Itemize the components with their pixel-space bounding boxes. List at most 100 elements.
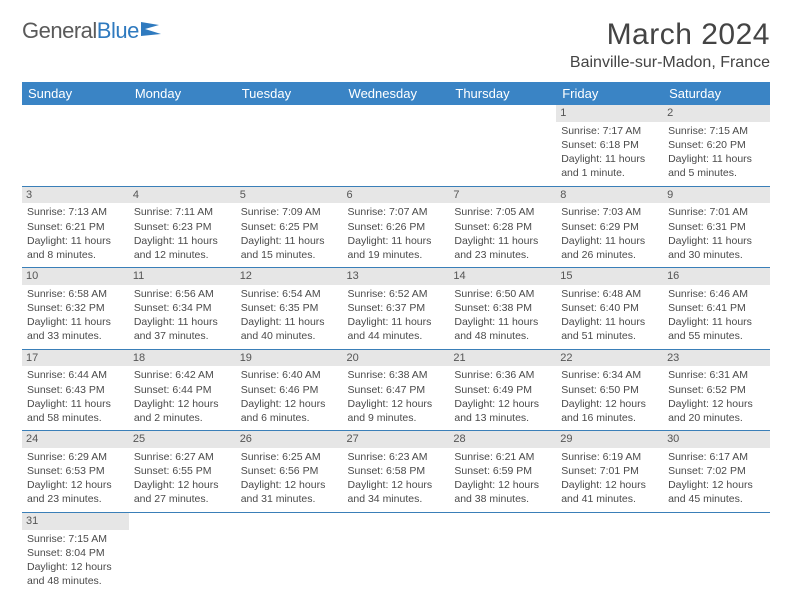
day-number: 5 — [236, 187, 343, 204]
day-number: 9 — [663, 187, 770, 204]
day-info-line: Sunrise: 6:44 AM — [27, 368, 124, 382]
day-info-line: Sunrise: 6:29 AM — [27, 450, 124, 464]
day-info-line: and 38 minutes. — [454, 492, 551, 506]
calendar-cell: 14Sunrise: 6:50 AMSunset: 6:38 PMDayligh… — [449, 268, 556, 350]
calendar-cell: 15Sunrise: 6:48 AMSunset: 6:40 PMDayligh… — [556, 268, 663, 350]
logo-text-1: General — [22, 18, 97, 44]
calendar-cell: 12Sunrise: 6:54 AMSunset: 6:35 PMDayligh… — [236, 268, 343, 350]
calendar-cell: 19Sunrise: 6:40 AMSunset: 6:46 PMDayligh… — [236, 349, 343, 431]
day-info-line: Sunset: 6:20 PM — [668, 138, 765, 152]
day-info-line: Daylight: 11 hours — [348, 315, 445, 329]
day-number: 3 — [22, 187, 129, 204]
day-info-line: and 55 minutes. — [668, 329, 765, 343]
day-info-line: Daylight: 11 hours — [27, 397, 124, 411]
day-info-line: Daylight: 11 hours — [561, 152, 658, 166]
day-info-line: Sunset: 6:37 PM — [348, 301, 445, 315]
day-info-line: and 37 minutes. — [134, 329, 231, 343]
weekday-header: Monday — [129, 82, 236, 105]
calendar-cell: 29Sunrise: 6:19 AMSunset: 7:01 PMDayligh… — [556, 431, 663, 513]
calendar-cell: 20Sunrise: 6:38 AMSunset: 6:47 PMDayligh… — [343, 349, 450, 431]
day-info-line: Sunset: 6:52 PM — [668, 383, 765, 397]
calendar-cell: 31Sunrise: 7:15 AMSunset: 8:04 PMDayligh… — [22, 512, 129, 593]
day-info-line: Daylight: 11 hours — [241, 315, 338, 329]
calendar-cell: 3Sunrise: 7:13 AMSunset: 6:21 PMDaylight… — [22, 186, 129, 268]
day-info-line: Sunset: 6:58 PM — [348, 464, 445, 478]
day-info-line: Sunrise: 7:13 AM — [27, 205, 124, 219]
day-info-line: Sunrise: 7:09 AM — [241, 205, 338, 219]
day-info-line: Sunrise: 6:54 AM — [241, 287, 338, 301]
day-info-line: Sunrise: 7:01 AM — [668, 205, 765, 219]
calendar-cell: 13Sunrise: 6:52 AMSunset: 6:37 PMDayligh… — [343, 268, 450, 350]
day-info-line: Sunrise: 6:40 AM — [241, 368, 338, 382]
day-info-line: Sunrise: 7:05 AM — [454, 205, 551, 219]
day-info-line: and 48 minutes. — [454, 329, 551, 343]
day-info-line: Daylight: 12 hours — [348, 478, 445, 492]
day-number: 23 — [663, 350, 770, 367]
calendar-cell — [343, 105, 450, 186]
day-info-line: Sunrise: 6:58 AM — [27, 287, 124, 301]
day-info-line: Sunset: 7:02 PM — [668, 464, 765, 478]
calendar-week: 17Sunrise: 6:44 AMSunset: 6:43 PMDayligh… — [22, 349, 770, 431]
day-info-line: and 34 minutes. — [348, 492, 445, 506]
day-info-line: Sunrise: 7:11 AM — [134, 205, 231, 219]
day-info-line: and 45 minutes. — [668, 492, 765, 506]
day-info-line: and 8 minutes. — [27, 248, 124, 262]
day-info-line: Sunset: 6:50 PM — [561, 383, 658, 397]
weekday-header: Saturday — [663, 82, 770, 105]
calendar-cell: 9Sunrise: 7:01 AMSunset: 6:31 PMDaylight… — [663, 186, 770, 268]
calendar-cell: 22Sunrise: 6:34 AMSunset: 6:50 PMDayligh… — [556, 349, 663, 431]
day-info-line: Sunrise: 6:36 AM — [454, 368, 551, 382]
day-info-line: and 6 minutes. — [241, 411, 338, 425]
day-info-line: Sunrise: 6:19 AM — [561, 450, 658, 464]
calendar-cell: 4Sunrise: 7:11 AMSunset: 6:23 PMDaylight… — [129, 186, 236, 268]
day-info-line: Sunrise: 6:17 AM — [668, 450, 765, 464]
day-info-line: Sunset: 6:53 PM — [27, 464, 124, 478]
weekday-header: Wednesday — [343, 82, 450, 105]
calendar-cell: 23Sunrise: 6:31 AMSunset: 6:52 PMDayligh… — [663, 349, 770, 431]
calendar-cell — [129, 105, 236, 186]
day-info-line: Sunset: 6:40 PM — [561, 301, 658, 315]
day-number: 17 — [22, 350, 129, 367]
day-info-line: and 31 minutes. — [241, 492, 338, 506]
calendar-cell: 18Sunrise: 6:42 AMSunset: 6:44 PMDayligh… — [129, 349, 236, 431]
day-info-line: Sunrise: 7:15 AM — [668, 124, 765, 138]
day-info-line: Daylight: 12 hours — [454, 397, 551, 411]
day-info-line: and 27 minutes. — [134, 492, 231, 506]
day-info-line: and 23 minutes. — [27, 492, 124, 506]
day-info-line: Sunset: 6:43 PM — [27, 383, 124, 397]
calendar-cell: 8Sunrise: 7:03 AMSunset: 6:29 PMDaylight… — [556, 186, 663, 268]
day-info-line: Sunrise: 6:48 AM — [561, 287, 658, 301]
day-info-line: Daylight: 12 hours — [27, 478, 124, 492]
day-number: 21 — [449, 350, 556, 367]
day-info-line: Sunset: 6:56 PM — [241, 464, 338, 478]
location: Bainville-sur-Madon, France — [570, 54, 770, 72]
day-info-line: Sunset: 7:01 PM — [561, 464, 658, 478]
day-info-line: and 26 minutes. — [561, 248, 658, 262]
day-info-line: Daylight: 12 hours — [134, 397, 231, 411]
day-number: 28 — [449, 431, 556, 448]
calendar-cell: 28Sunrise: 6:21 AMSunset: 6:59 PMDayligh… — [449, 431, 556, 513]
day-info-line: Daylight: 12 hours — [241, 478, 338, 492]
weekday-header: Thursday — [449, 82, 556, 105]
calendar-cell — [129, 512, 236, 593]
day-info-line: and 41 minutes. — [561, 492, 658, 506]
day-number: 29 — [556, 431, 663, 448]
day-info-line: Daylight: 12 hours — [348, 397, 445, 411]
day-info-line: Sunrise: 6:23 AM — [348, 450, 445, 464]
day-info-line: Sunset: 8:04 PM — [27, 546, 124, 560]
calendar-cell: 30Sunrise: 6:17 AMSunset: 7:02 PMDayligh… — [663, 431, 770, 513]
day-info-line: and 1 minute. — [561, 166, 658, 180]
day-info-line: Daylight: 12 hours — [668, 397, 765, 411]
day-info-line: and 19 minutes. — [348, 248, 445, 262]
day-info-line: Daylight: 12 hours — [241, 397, 338, 411]
day-number: 30 — [663, 431, 770, 448]
day-info-line: and 13 minutes. — [454, 411, 551, 425]
day-number: 24 — [22, 431, 129, 448]
calendar-cell: 25Sunrise: 6:27 AMSunset: 6:55 PMDayligh… — [129, 431, 236, 513]
calendar-cell: 11Sunrise: 6:56 AMSunset: 6:34 PMDayligh… — [129, 268, 236, 350]
day-number: 13 — [343, 268, 450, 285]
day-number: 11 — [129, 268, 236, 285]
day-info-line: Daylight: 11 hours — [561, 234, 658, 248]
calendar-cell — [343, 512, 450, 593]
day-info-line: Daylight: 11 hours — [134, 315, 231, 329]
